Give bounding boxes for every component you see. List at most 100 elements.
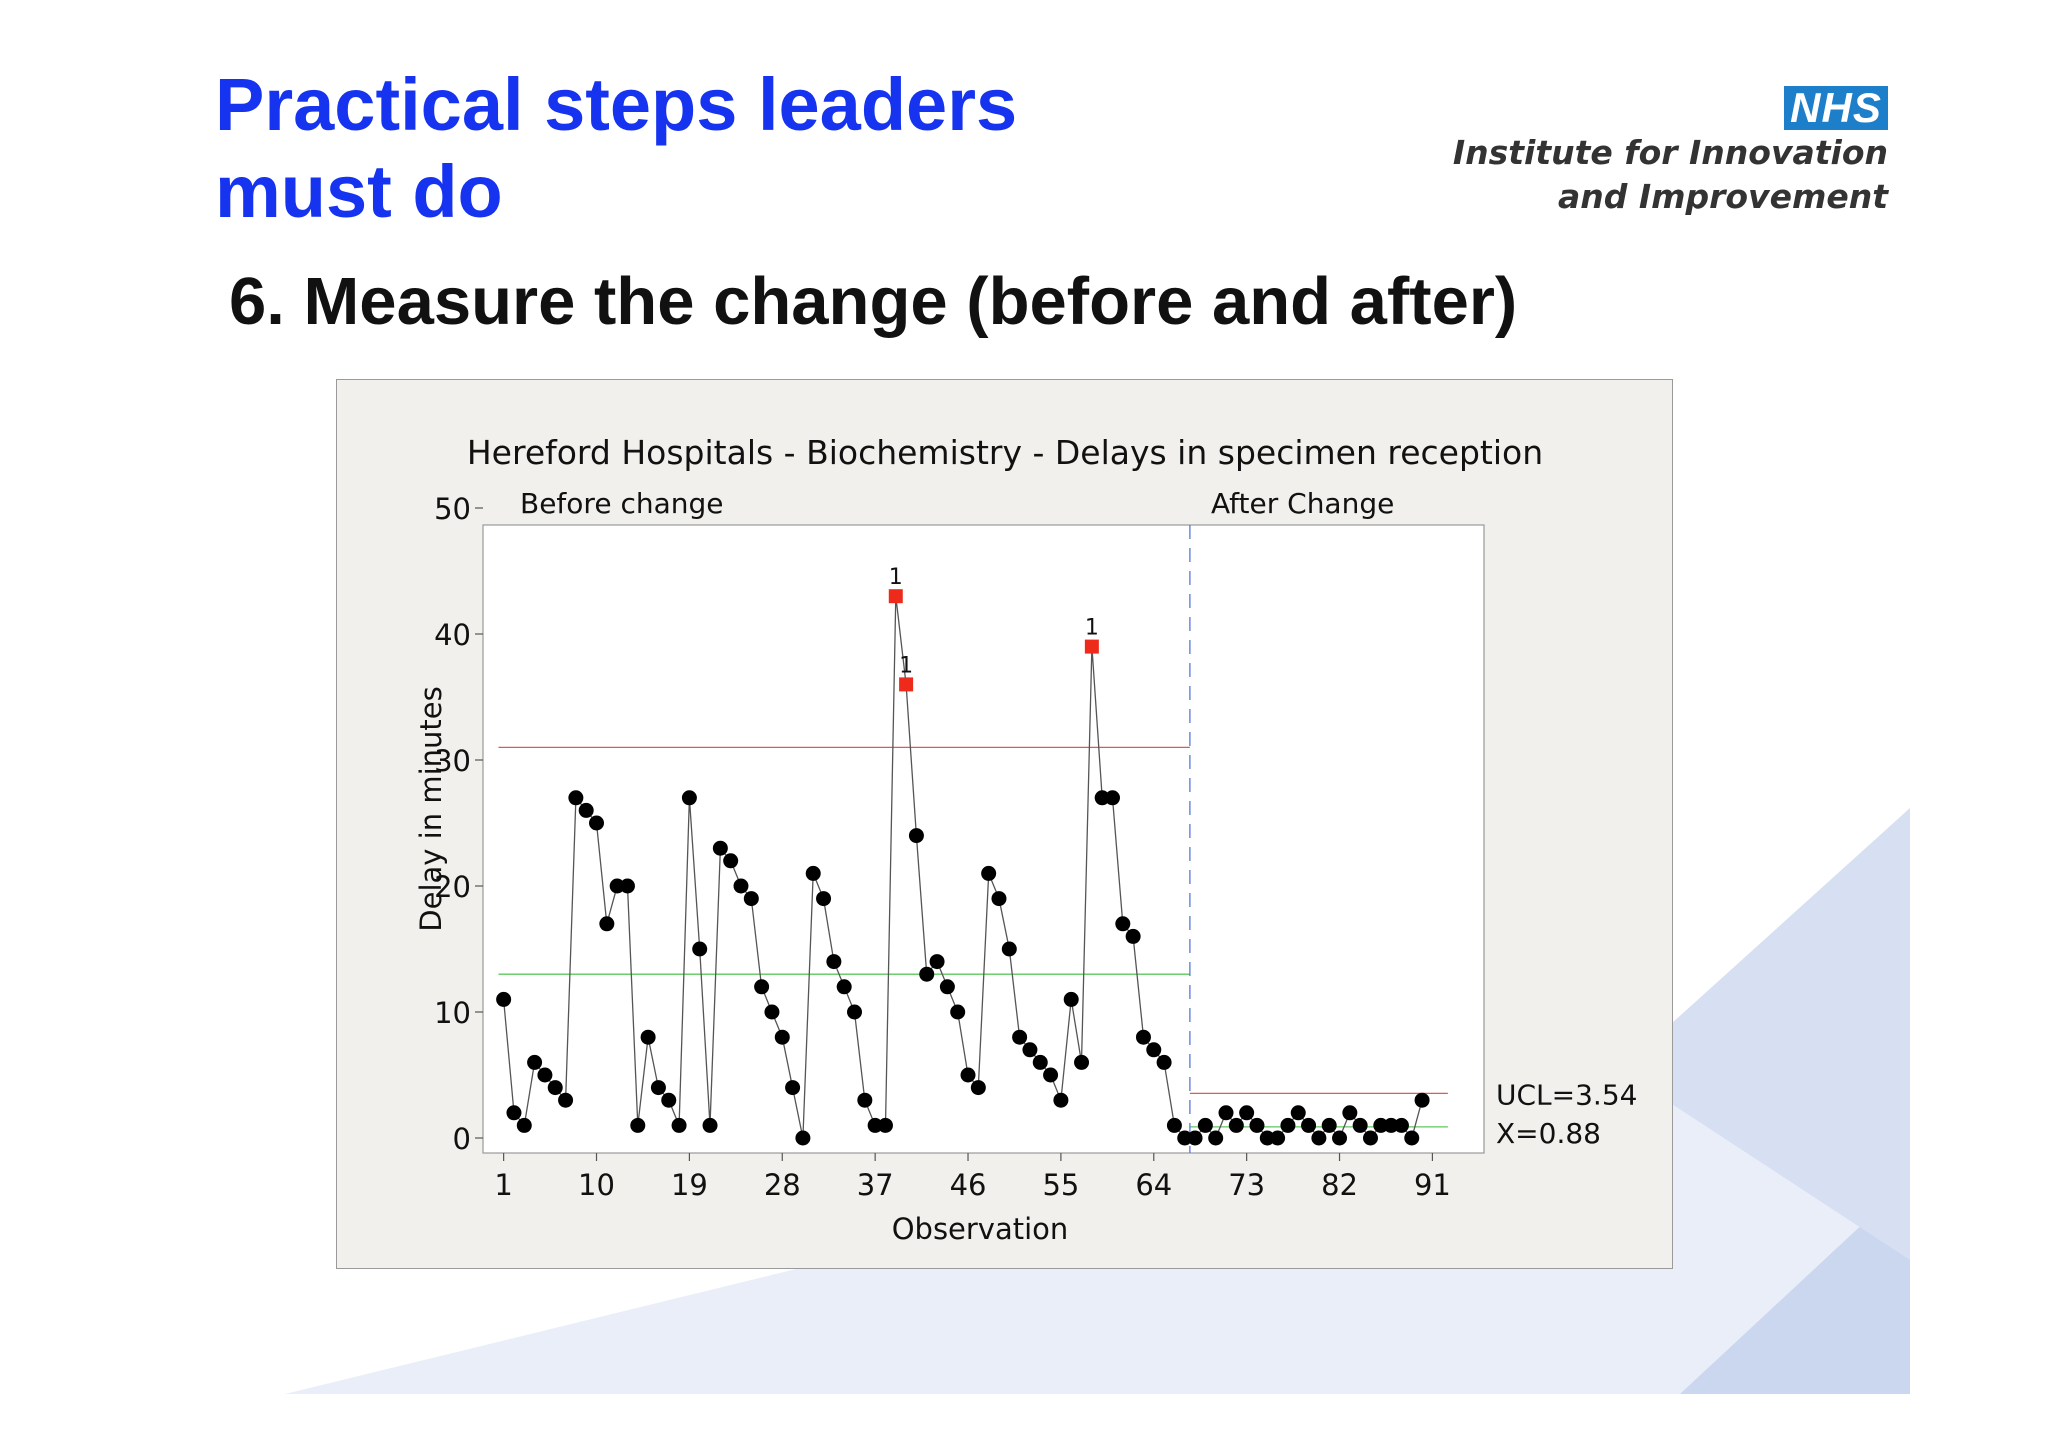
data-point	[1249, 1117, 1265, 1133]
data-point	[991, 891, 1007, 907]
data-point	[712, 840, 728, 856]
data-point	[960, 1067, 976, 1083]
out-of-control-point	[1084, 639, 1099, 654]
data-point	[826, 954, 842, 970]
data-point	[1001, 941, 1017, 957]
data-point	[816, 891, 832, 907]
data-point	[496, 991, 512, 1007]
data-point	[857, 1092, 873, 1108]
data-point	[1373, 1117, 1389, 1133]
data-point	[1187, 1130, 1203, 1146]
x-tick-label: 46	[950, 1168, 987, 1202]
data-point	[1352, 1117, 1368, 1133]
data-point	[1259, 1130, 1275, 1146]
data-point	[1104, 790, 1120, 806]
data-point	[981, 865, 997, 881]
data-point	[619, 878, 635, 894]
data-point	[939, 979, 955, 995]
data-point	[1311, 1130, 1327, 1146]
data-point	[1166, 1117, 1182, 1133]
x-axis-label: Observation	[892, 1212, 1069, 1246]
data-point	[589, 815, 605, 831]
data-point	[805, 865, 821, 881]
data-point	[1414, 1092, 1430, 1108]
data-point	[1218, 1105, 1234, 1121]
data-point	[537, 1067, 553, 1083]
data-point	[1022, 1042, 1038, 1058]
data-point	[908, 828, 924, 844]
data-point	[1135, 1029, 1151, 1045]
data-point	[1342, 1105, 1358, 1121]
data-point	[1228, 1117, 1244, 1133]
y-tick-label: 50	[434, 492, 471, 526]
data-point	[516, 1117, 532, 1133]
data-point	[599, 916, 615, 932]
nhs-logo: NHS	[1784, 86, 1888, 130]
out-of-control-point	[888, 589, 903, 604]
control-chart-panel: Hereford Hospitals - Biochemistry - Dela…	[336, 379, 1673, 1269]
data-point	[950, 1004, 966, 1020]
data-point	[836, 979, 852, 995]
x-tick-label: 37	[857, 1168, 894, 1202]
data-point	[1270, 1130, 1286, 1146]
x-tick-label: 55	[1042, 1168, 1079, 1202]
data-point	[578, 802, 594, 818]
center-label: X=0.88	[1496, 1117, 1601, 1150]
out-of-control-flag: 1	[889, 565, 903, 590]
data-point	[743, 891, 759, 907]
data-point	[630, 1117, 646, 1133]
data-point	[1197, 1117, 1213, 1133]
data-point	[1239, 1105, 1255, 1121]
data-point	[733, 878, 749, 894]
data-point	[1383, 1117, 1399, 1133]
y-tick-label: 40	[434, 618, 471, 652]
data-point	[1404, 1130, 1420, 1146]
data-point	[1393, 1117, 1409, 1133]
y-tick-label: 10	[434, 996, 471, 1030]
x-tick-label: 10	[578, 1168, 615, 1202]
data-point	[919, 966, 935, 982]
data-point	[1115, 916, 1131, 932]
data-point	[527, 1054, 543, 1070]
x-tick-label: 1	[494, 1168, 512, 1202]
data-point	[877, 1117, 893, 1133]
slide-subtitle: 6. Measure the change (before and after)	[229, 264, 1518, 339]
data-point	[558, 1092, 574, 1108]
data-point	[970, 1080, 986, 1096]
data-point	[506, 1105, 522, 1121]
x-tick-label: 19	[671, 1168, 708, 1202]
data-point	[1094, 790, 1110, 806]
data-point	[774, 1029, 790, 1045]
y-tick-label: 0	[453, 1122, 471, 1156]
data-point	[1362, 1130, 1378, 1146]
data-point	[1156, 1054, 1172, 1070]
x-tick-label: 91	[1414, 1168, 1451, 1202]
data-point	[847, 1004, 863, 1020]
y-tick-label: 20	[434, 870, 471, 904]
data-point	[795, 1130, 811, 1146]
control-chart: Hereford Hospitals - Biochemistry - Dela…	[414, 433, 1637, 1246]
data-point	[671, 1117, 687, 1133]
data-point	[723, 853, 739, 869]
data-point	[1053, 1092, 1069, 1108]
ucl-label: UCL=3.54	[1496, 1078, 1637, 1111]
out-of-control-point	[899, 677, 914, 692]
phase-label-after: After Change	[1211, 487, 1394, 520]
data-point	[1012, 1029, 1028, 1045]
data-point	[1321, 1117, 1337, 1133]
organisation-name-line-1: Institute for Innovation	[1452, 133, 1888, 172]
x-tick-label: 82	[1321, 1168, 1358, 1202]
data-point	[785, 1080, 801, 1096]
data-point	[929, 954, 945, 970]
data-point	[1063, 991, 1079, 1007]
out-of-control-flag: 1	[899, 653, 913, 678]
x-tick-label: 64	[1135, 1168, 1172, 1202]
data-point	[1074, 1054, 1090, 1070]
data-point	[692, 941, 708, 957]
slide-title-line-1: Practical steps leaders	[215, 63, 1018, 146]
y-tick-label: 30	[434, 744, 471, 778]
data-point	[1032, 1054, 1048, 1070]
data-point	[661, 1092, 677, 1108]
data-point	[702, 1117, 718, 1133]
plot-area	[482, 524, 1485, 1154]
